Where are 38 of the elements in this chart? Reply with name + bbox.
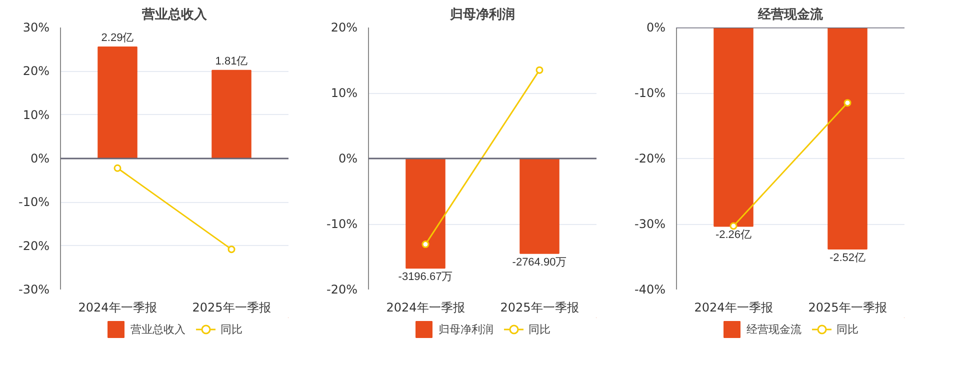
legend-label: 同比 (836, 322, 858, 336)
x-tick-label: 2024年一季报 (386, 300, 465, 314)
y-tick-label: -30% (634, 217, 666, 231)
x-tick-label: 2025年一季报 (500, 300, 579, 314)
y-tick-label: -40% (634, 282, 666, 296)
legend-label: 同比 (220, 322, 242, 336)
y-tick-label: -10% (18, 195, 50, 210)
y-tick-label: 10% (22, 108, 50, 122)
y-tick-label: -20% (634, 152, 666, 166)
data-label: -2.26亿 (715, 229, 752, 242)
y-tick-label: -30% (18, 282, 50, 296)
y-tick-label: -20% (326, 282, 358, 296)
legend-label: 营业总收入 (130, 322, 186, 336)
y-tick-label: 20% (22, 64, 50, 78)
legend-label: 经营现金流 (746, 322, 802, 336)
legend-label: 同比 (528, 322, 550, 336)
data-label: -2.52亿 (829, 252, 866, 264)
chart-title: 经营现金流 (757, 6, 824, 22)
y-tick-label: 20% (330, 20, 358, 34)
legend-label: 归母净利润 (438, 322, 494, 336)
y-tick-label: 0% (646, 20, 666, 34)
x-tick-label: 2024年一季报 (694, 300, 773, 314)
y-tick-label: 30% (22, 20, 50, 34)
y-tick-label: -10% (634, 86, 666, 100)
data-label: -3196.67万 (398, 271, 453, 284)
y-tick-label: -10% (326, 217, 358, 231)
y-tick-label: -20% (18, 238, 50, 253)
x-tick-label: 2025年一季报 (192, 300, 271, 314)
chart-title: 营业总收入 (141, 6, 208, 22)
chart-title: 归母净利润 (449, 6, 515, 22)
data-label: -2764.90万 (512, 256, 567, 268)
x-tick-label: 2025年一季报 (808, 300, 887, 314)
y-tick-label: 10% (330, 86, 358, 100)
data-label: 1.81亿 (215, 55, 248, 68)
y-tick-label: 0% (338, 152, 358, 166)
y-tick-label: 0% (30, 152, 50, 166)
data-label: 2.29亿 (101, 32, 134, 44)
x-tick-label: 2024年一季报 (78, 300, 157, 314)
